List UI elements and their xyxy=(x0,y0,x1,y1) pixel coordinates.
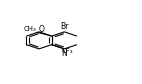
Text: CF₃: CF₃ xyxy=(62,48,73,54)
Text: O: O xyxy=(38,25,44,34)
Text: N: N xyxy=(61,49,67,58)
Text: Br: Br xyxy=(60,22,68,31)
Text: CH₃: CH₃ xyxy=(24,26,37,32)
